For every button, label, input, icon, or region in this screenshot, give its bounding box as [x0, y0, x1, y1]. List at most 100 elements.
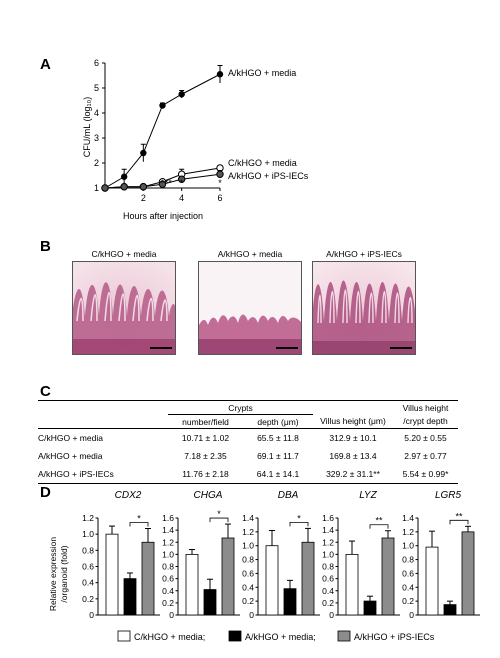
panel-d-significance: **: [455, 511, 463, 521]
panel-d-y-tick-label: 1.4: [402, 513, 414, 523]
panel-d-y-tick-label: 1.2: [322, 537, 334, 547]
legend-label: C/kHGO + media;: [134, 632, 205, 642]
panel-a-point: [158, 180, 167, 188]
header-ratio-line1: Villus height: [402, 402, 449, 413]
panel-d-y-tick-label: 1.0: [322, 549, 334, 559]
gene-title: DBA: [278, 490, 299, 501]
panel-a-y-tick-label: 3: [94, 133, 99, 143]
row-group: A/kHGO + media: [38, 451, 103, 461]
panel-d-y-tick-label: 1.6: [162, 513, 174, 523]
panel-d-y-tick-label: 0.8: [322, 562, 334, 572]
table-row: A/kHGO + media 7.18 ± 2.35 69.1 ± 11.7 1…: [38, 447, 458, 465]
row-number: 10.71 ± 1.02: [181, 433, 230, 443]
panel-d-y-tick-label: 0: [89, 610, 94, 620]
header-ratio-line2: /crypt depth: [403, 416, 448, 427]
table-row: A/kHGO + iPS-IECs 11.76 ± 2.18 64.1 ± 14…: [38, 465, 458, 483]
panel-d-y-tick-label: 0.8: [82, 545, 94, 555]
panel-b-label-2: A/kHGO + media: [217, 249, 283, 259]
panel-d-significance: *: [297, 513, 301, 523]
legend-swatch: [337, 630, 351, 642]
panel-d-y-tick-label: 1.6: [322, 513, 334, 523]
panel-a-point: [139, 183, 148, 191]
panel-d-y-tick-label: 1.0: [82, 529, 94, 539]
panel-d-y-tick-label: 0.6: [402, 568, 414, 578]
panel-d-y-tick-label: 0.4: [402, 582, 414, 592]
panel-d-bar: [185, 553, 199, 616]
row-number: 7.18 ± 2.35: [184, 451, 227, 461]
panel-d-y-tick-label: 0.2: [162, 598, 174, 608]
panel-a-y-tick-label: 2: [94, 158, 99, 168]
table-top-rule: [38, 400, 458, 401]
gene-title: CDX2: [115, 490, 142, 501]
panel-a-significance: **: [165, 178, 173, 188]
panel-a-y-tick-label: 6: [94, 58, 99, 68]
panel-d-y-tick-label: 0.8: [242, 555, 254, 565]
row-villus: 169.8 ± 13.4: [329, 451, 377, 461]
panel-a-x-tick-label: 4: [179, 193, 184, 203]
legend-swatch: [228, 630, 242, 642]
header-crypts: Crypts: [228, 402, 253, 413]
panel-d-y-tick-label: 1.2: [82, 513, 94, 523]
panel-d-significance-bracket: [129, 522, 149, 527]
row-depth: 65.5 ± 11.8: [257, 433, 299, 443]
table-row: C/kHGO + media 10.71 ± 1.02 65.5 ± 11.8 …: [38, 428, 458, 448]
header-depth: depth (μm): [243, 414, 313, 429]
panel-b-label-3: A/kHGO + iPS-IECs: [326, 249, 402, 259]
panel-d-bar: [203, 589, 217, 616]
row-group: A/kHGO + iPS-IECs: [38, 469, 114, 479]
panel-d-y-tick-label: 1.2: [162, 537, 174, 547]
panel-a-point: [178, 91, 185, 98]
row-depth: 69.1 ± 11.7: [257, 451, 299, 461]
panel-d-y-tick-label: 0.6: [322, 574, 334, 584]
panel-d-bar: [363, 600, 377, 616]
panel-a-point: [101, 184, 109, 192]
panel-d-significance-bracket: [369, 524, 389, 529]
panel-d-y-tick-label: 1.4: [322, 525, 334, 535]
panel-a-point: [159, 102, 166, 109]
panel-d-y-tick-label: 1.0: [242, 541, 254, 551]
row-villus: 312.9 ± 10.1: [329, 433, 377, 443]
panel-label-a: A: [40, 56, 51, 73]
panel-d-y-tick-label: 0.4: [82, 578, 94, 588]
row-ratio: 5.54 ± 0.99*: [402, 469, 449, 479]
panel-d-y-tick-label: 0: [169, 610, 174, 620]
panel-d-y-tick-label: 1.2: [402, 527, 414, 537]
panel-a-y-tick-label: 4: [94, 108, 99, 118]
panel-c-table: Crypts Villus height number/field depth …: [38, 400, 458, 484]
panel-d-bar: [381, 537, 395, 616]
panel-a-point: [177, 175, 186, 183]
panel-d-bar: [345, 553, 359, 616]
panel-a-ylabel: CFU/mL (log₁₀): [82, 97, 92, 157]
panel-d-y-tick-label: 0.2: [402, 596, 414, 606]
panel-d-bar: [461, 531, 475, 616]
row-villus: 329.2 ± 31.1**: [326, 469, 380, 479]
panel-d-y-tick-label: 1.4: [162, 525, 174, 535]
panel-a-series-label: C/kHGO + media: [228, 158, 297, 168]
panel-d-bar: [141, 541, 155, 616]
panel-d-y-tick-label: 0.2: [82, 594, 94, 604]
panel-d-y-tick-label: 0: [249, 610, 254, 620]
panel-a-point: [120, 173, 128, 180]
panel-a-x-tick-label: 6: [217, 193, 222, 203]
panel-d-y-tick-label: 1.0: [162, 549, 174, 559]
panel-d-ylabel-line2: /organoid (fold): [59, 545, 69, 602]
panel-d-bar: [301, 541, 315, 616]
legend-label: A/kHGO + iPS-IECs: [354, 632, 435, 642]
panel-a-series-label: A/kHGO + media: [228, 68, 296, 78]
table-bottom-rule: [38, 483, 458, 484]
panel-d-bar: [105, 533, 119, 616]
panel-a-point: [216, 71, 224, 78]
row-ratio: 5.20 ± 0.55: [404, 433, 447, 443]
panel-a-significance: *: [218, 178, 222, 188]
panel-d-bar-charts: Relative expression /organoid (fold) CDX…: [48, 490, 480, 642]
header-villus-height: Villus height (μm): [320, 416, 386, 427]
panel-d-y-tick-label: 0.6: [82, 562, 94, 572]
histology-image-c-media: [72, 261, 176, 355]
panel-d-y-tick-label: 0.4: [162, 586, 174, 596]
panel-label-d: D: [40, 484, 51, 501]
panel-a-y-tick-label: 1: [94, 183, 99, 193]
panel-d-bar: [123, 578, 137, 616]
panel-d-y-tick-label: 0: [409, 610, 414, 620]
panel-b-label-1: C/kHGO + media: [91, 249, 157, 259]
gene-title: LGR5: [435, 490, 462, 501]
